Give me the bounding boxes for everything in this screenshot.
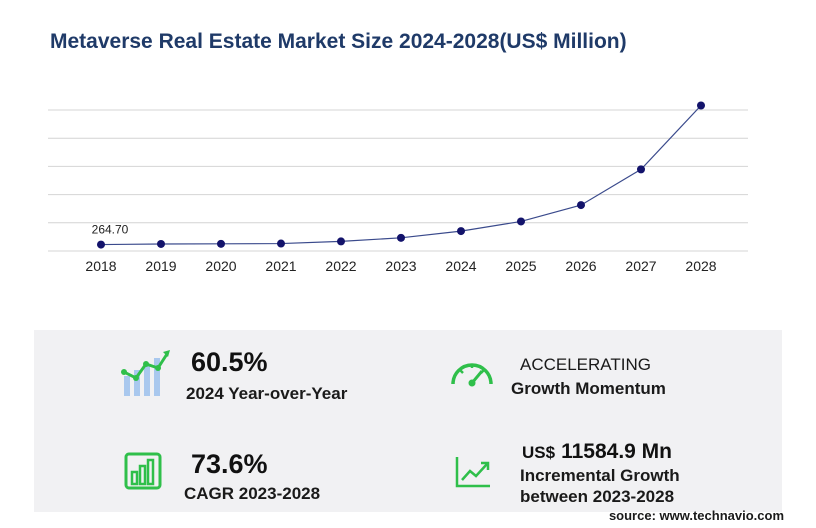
incremental-label-line1: Incremental Growth	[520, 466, 680, 485]
momentum-label: Growth Momentum	[511, 379, 666, 398]
x-tick-label: 2025	[505, 258, 536, 274]
x-tick-label: 2028	[685, 258, 716, 274]
cagr-value: 73.6%	[191, 449, 268, 479]
x-tick-label: 2019	[145, 258, 176, 274]
bar-chart-icon	[124, 452, 162, 490]
momentum-value: ACCELERATING	[520, 355, 651, 374]
yoy-label: 2024 Year-over-Year	[186, 384, 348, 403]
data-point-2018	[97, 240, 105, 249]
data-point-2023	[397, 233, 405, 242]
incremental-amount: 11584.9 Mn	[561, 440, 672, 463]
incremental-value: US$ 11584.9 Mn	[522, 434, 672, 465]
bar-growth-icon	[121, 350, 170, 396]
x-tick-label: 2018	[85, 258, 116, 274]
speedometer-icon	[451, 363, 493, 387]
source-note: source: www.technavio.com	[608, 508, 784, 523]
x-tick-label: 2022	[325, 258, 356, 274]
x-tick-label: 2021	[265, 258, 296, 274]
trend-up-icon	[455, 457, 490, 488]
x-tick-label: 2023	[385, 258, 416, 274]
data-point-2028	[697, 101, 705, 110]
data-point-2025	[517, 217, 525, 226]
x-tick-label: 2026	[565, 258, 596, 274]
incremental-label-line2: between 2023-2028	[520, 487, 675, 506]
x-tick-label: 2020	[205, 258, 236, 274]
x-tick-label: 2027	[625, 258, 656, 274]
data-label: 264.70	[92, 223, 129, 237]
line-chart: 2018 2019 2020 2021 2022 2023 2024 2025 2026 2027…	[48, 101, 748, 274]
cagr-label: CAGR 2023-2028	[184, 484, 321, 503]
data-point-2022	[337, 237, 345, 246]
series-line	[100, 105, 702, 246]
data-point-2021	[277, 239, 285, 248]
data-point-2026	[577, 201, 585, 210]
chart-title: Metaverse Real Estate Market Size 2024-2…	[50, 30, 627, 53]
data-point-2024	[457, 227, 465, 236]
data-point-2019	[157, 239, 165, 248]
data-point-2027	[637, 165, 645, 174]
currency-prefix: US$	[522, 443, 556, 462]
x-tick-label: 2024	[445, 258, 476, 274]
yoy-value: 60.5%	[191, 347, 268, 377]
data-point-2020	[217, 239, 225, 248]
